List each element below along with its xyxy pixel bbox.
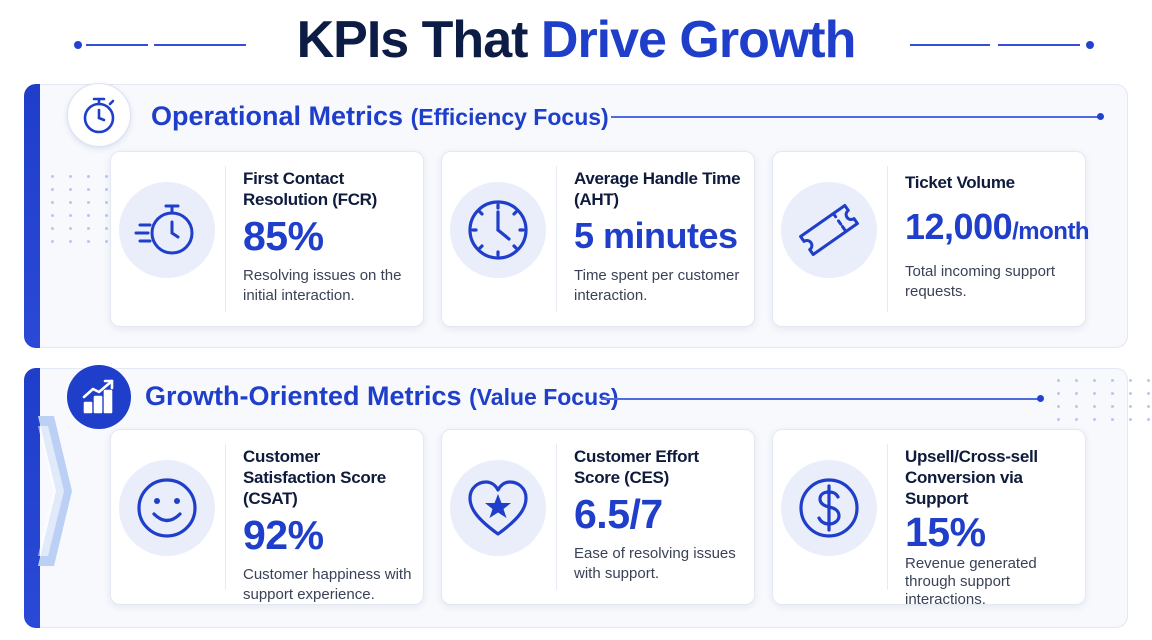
kpi-value: 85% [243, 213, 324, 259]
section-accent-bar [24, 368, 40, 628]
fast-stopwatch-icon [119, 182, 215, 278]
kpi-description: Revenue generated through support intera… [905, 555, 1037, 608]
decor-dot [1097, 113, 1104, 120]
kpi-label: Customer Effort Score (CES) [574, 447, 699, 487]
page-title: KPIs That Drive Growth [0, 10, 1152, 70]
decor-dot [1086, 41, 1094, 49]
chevron-right-icon [38, 416, 72, 566]
kpi-description: Resolving issues on the initial interact… [243, 267, 402, 304]
stopwatch-icon [67, 83, 131, 147]
kpi-value-unit: /month [1012, 218, 1090, 245]
kpi-card-ces: Customer Effort Score (CES) 6.5/7 Ease o… [441, 429, 755, 605]
decor-dot [74, 41, 82, 49]
decor-line [910, 44, 990, 46]
kpi-card-ticket-volume: Ticket Volume 12,000/month Total incomin… [772, 151, 1090, 327]
section-subtitle: (Value Focus) [469, 384, 619, 410]
card-divider [225, 166, 226, 312]
section-divider-line [611, 116, 1099, 118]
card-divider [556, 444, 557, 590]
kpi-card-csat: Customer Satisfaction Score (CSAT) 92% C… [110, 429, 424, 605]
section-title: Growth-Oriented Metrics (Value Focus) [145, 381, 619, 412]
kpi-value-number: 12,000 [905, 206, 1013, 247]
kpi-description: Ease of resolving issues with support. [574, 545, 736, 582]
section-growth-metrics: Growth-Oriented Metrics (Value Focus) Cu… [24, 365, 1150, 628]
kpi-label: Average Handle Time (AHT) [574, 169, 741, 209]
kpi-value: 92% [243, 512, 324, 558]
section-accent-bar [24, 84, 40, 348]
bar-chart-growth-icon [67, 365, 131, 429]
kpi-card-aht: Average Handle Time (AHT) 5 minutes Time… [441, 151, 755, 327]
decor-line [154, 44, 246, 46]
section-title-main: Growth-Oriented Metrics [145, 381, 462, 411]
clock-icon [450, 182, 546, 278]
decor-dot [1037, 395, 1044, 402]
dollar-icon [781, 460, 877, 556]
kpi-description: Total incoming support requests. [905, 263, 1056, 300]
kpi-label: Customer Satisfaction Score (CSAT) [243, 447, 386, 508]
kpi-value: 15% [905, 509, 986, 555]
card-divider [556, 166, 557, 312]
title-part-1: KPIs That [296, 11, 529, 69]
kpi-description: Customer happiness with support experien… [243, 566, 412, 603]
section-title-main: Operational Metrics [151, 101, 404, 131]
decor-line [998, 44, 1080, 46]
kpi-value: 12,000/month [905, 203, 1090, 256]
card-divider [225, 444, 226, 590]
kpi-label: First Contact Resolution (FCR) [243, 169, 378, 209]
card-divider [887, 166, 888, 312]
kpi-description: Time spent per customer interaction. [574, 267, 740, 304]
kpi-card-fcr: First Contact Resolution (FCR) 85% Resol… [110, 151, 424, 327]
header: KPIs That Drive Growth [0, 0, 1152, 84]
title-part-2: Drive Growth [540, 11, 856, 69]
kpi-value: 5 minutes [574, 215, 738, 256]
kpi-value: 6.5/7 [574, 491, 663, 537]
section-subtitle: (Efficiency Focus) [410, 104, 609, 130]
section-title: Operational Metrics (Efficiency Focus) [151, 101, 609, 132]
decor-dot-grid [1057, 379, 1152, 421]
ticket-icon [781, 182, 877, 278]
heart-star-icon [450, 460, 546, 556]
smiley-icon [119, 460, 215, 556]
card-divider [887, 444, 888, 590]
kpi-label: Ticket Volume [905, 173, 1015, 192]
section-operational-metrics: Operational Metrics (Efficiency Focus) F… [24, 83, 1128, 348]
kpi-label: Upsell/Cross-sell Conversion via Support [905, 447, 1038, 508]
kpi-card-upsell-conversion: Upsell/Cross-sell Conversion via Support… [772, 429, 1086, 608]
decor-line [86, 44, 148, 46]
section-divider-line [601, 398, 1041, 400]
